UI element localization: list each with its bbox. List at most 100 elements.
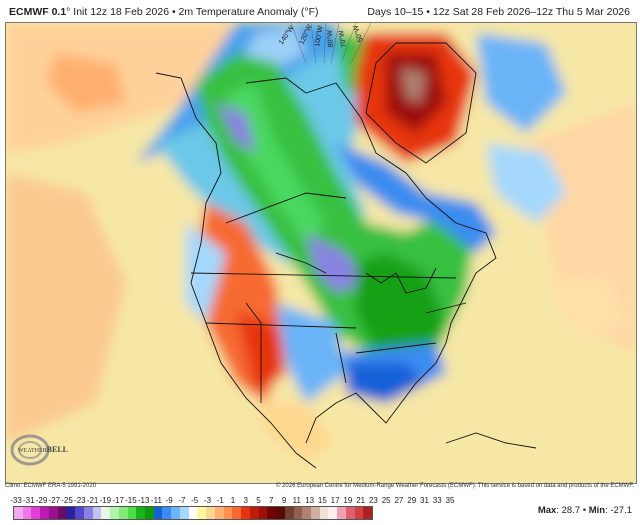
colorbar-label: 13	[305, 496, 315, 505]
colorbar-swatch	[293, 507, 303, 519]
colorbar-label: 19	[343, 496, 353, 505]
colorbar-label: 21	[356, 496, 366, 505]
colorbar-label: 5	[256, 496, 261, 505]
colorbar-swatch	[310, 507, 320, 519]
colorbar-label: -1	[216, 496, 224, 505]
anomaly-field	[6, 23, 636, 483]
colorbar-label: 29	[407, 496, 417, 505]
colorbar-label: -23	[74, 496, 86, 505]
colorbar-swatch	[66, 507, 76, 519]
colorbar-swatch	[345, 507, 355, 519]
colorbar-swatch	[337, 507, 346, 519]
min-label: Min	[588, 505, 606, 516]
colorbar-swatch	[22, 507, 32, 519]
max-min-readout: Max: 28.7 • Min: -27.1	[538, 505, 632, 516]
colorbar-swatch	[363, 507, 373, 519]
coastlines-and-borders	[155, 42, 537, 469]
colorbar-label: -15	[125, 496, 137, 505]
colorbar-swatch	[354, 507, 364, 519]
colorbar-label: 15	[317, 496, 327, 505]
colorbar-label: -33	[10, 496, 22, 505]
colorbar-label: -11	[150, 496, 162, 505]
colorbar-label: 27	[394, 496, 404, 505]
colorbar-swatch	[127, 507, 137, 519]
colorbar-swatch	[214, 507, 224, 519]
climo-note: Climo: ECMWF ERA-5 1991-2020	[5, 483, 97, 489]
colorbar-label: 25	[381, 496, 391, 505]
colorbar-swatch	[206, 507, 215, 519]
map-title: ECMWF 0.1° Init 12z 18 Feb 2026 • 2m Tem…	[9, 6, 319, 18]
colorbar-label: 17	[330, 496, 340, 505]
colorbar-label: 7	[269, 496, 274, 505]
colorbar-label: 23	[368, 496, 378, 505]
colorbar-label: 1	[230, 496, 236, 505]
colorbar-swatch	[188, 507, 198, 519]
colorbar-label: -3	[203, 496, 212, 505]
model-suffix: °	[66, 6, 71, 18]
colorbar-swatch	[101, 507, 111, 519]
colorbar-label: -17	[112, 496, 124, 505]
svg-text:WEATHERBELL: WEATHERBELL	[18, 445, 68, 454]
valid-period: Days 10–15 • 12z Sat 28 Feb 2026–12z Thu…	[367, 6, 630, 18]
colorbar-label: -7	[178, 496, 186, 505]
header: ECMWF 0.1° Init 12z 18 Feb 2026 • 2m Tem…	[0, 0, 640, 22]
colorbar-label: -21	[86, 496, 99, 505]
colorbar-swatch	[319, 507, 329, 519]
colorbar-swatch	[153, 507, 163, 519]
colorbar-label: 33	[432, 496, 442, 505]
colorbar-swatch	[258, 507, 268, 519]
colorbar-swatch	[14, 507, 23, 519]
colorbar-label: -5	[191, 496, 199, 505]
colorbar-label: 11	[292, 496, 301, 505]
colorbar-label: -9	[165, 496, 173, 505]
colorbar-swatch	[232, 507, 242, 519]
colorbar-label: -31	[22, 496, 35, 505]
temperature-anomaly-map: 140°W 120°W 100°W 80°W 70°W 50°W	[5, 22, 637, 484]
colorbar-label: -19	[99, 496, 112, 505]
colorbar-swatch	[75, 507, 84, 519]
colorbar-swatch	[57, 507, 67, 519]
colorbar-label: 31	[420, 496, 429, 505]
longitude-label: 80°W	[325, 29, 335, 47]
colorbar-swatch	[276, 507, 285, 519]
colorbar-swatch	[110, 507, 119, 519]
colorbar-swatch	[284, 507, 294, 519]
colorbar-swatch	[267, 507, 277, 519]
colorbar-swatch	[31, 507, 41, 519]
longitude-label: 70°W	[337, 29, 348, 48]
colorbar-swatch	[136, 507, 146, 519]
colorbar-label: -25	[61, 496, 73, 505]
min-value: : -27.1	[605, 505, 632, 516]
colorbar-label: 35	[445, 496, 455, 505]
colorbar-swatch	[171, 507, 180, 519]
colorbar-swatch	[48, 507, 58, 519]
title-text: Init 12z 18 Feb 2026 • 2m Temperature An…	[70, 6, 319, 18]
colorbar	[13, 506, 373, 520]
colorbar-swatch	[179, 507, 189, 519]
colorbar-swatch	[40, 507, 49, 519]
colorbar-swatch	[145, 507, 154, 519]
colorbar-swatch	[302, 507, 311, 519]
colorbar-label: -27	[48, 496, 61, 505]
colorbar-labels: -33 -31 -29 -27 -25 -23 -21 -19 -17 -15 -13 -11 -9 -7…	[10, 496, 460, 506]
model-name: ECMWF 0.1	[9, 6, 67, 18]
colorbar-swatch	[328, 507, 338, 519]
weatherbell-logo: WEATHERBELL	[10, 434, 68, 466]
colorbar-label: 3	[243, 496, 248, 505]
colorbar-label: -29	[35, 496, 48, 505]
colorbar-label: -13	[137, 496, 150, 505]
colorbar-swatch	[241, 507, 250, 519]
colorbar-swatch	[249, 507, 259, 519]
max-value: : 28.7 •	[556, 505, 589, 516]
graticule	[290, 23, 372, 64]
max-label: Max	[537, 505, 557, 516]
colorbar-label: 9	[281, 496, 287, 505]
colorbar-swatch	[92, 507, 102, 519]
colorbar-swatch	[197, 507, 207, 519]
colorbar-swatch	[83, 507, 93, 519]
colorbar-swatch	[162, 507, 172, 519]
colorbar-swatch	[118, 507, 128, 519]
longitude-label: 100°W	[313, 25, 325, 48]
colorbar-swatch	[223, 507, 233, 519]
copyright-note: © 2026 European Centre for Medium-Range …	[275, 483, 634, 489]
